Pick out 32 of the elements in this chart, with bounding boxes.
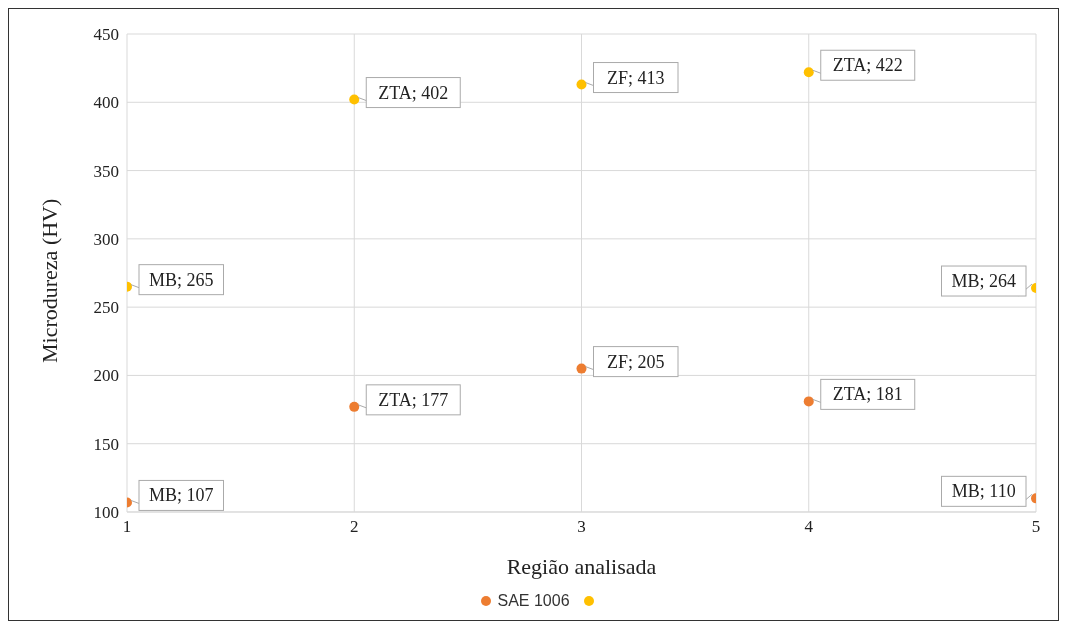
point [576,363,587,374]
y-axis-title: Microdureza (HV) [36,198,62,363]
data-label: ZF; 205 [606,351,665,372]
x-axis-title: Região analisada [506,554,657,579]
y-tick-label: 100 [93,503,119,523]
point [349,401,360,412]
point [576,79,587,90]
x-tick-label: 1 [122,517,132,537]
data-label: ZTA; 422 [832,55,903,76]
point [803,396,814,407]
legend-label: SAE 1006 [497,592,570,610]
y-tick-label: 300 [93,229,119,249]
y-tick-label: 250 [93,298,119,318]
data-label: ZTA; 177 [378,389,449,410]
data-label: MB; 264 [951,271,1017,292]
point [349,94,360,105]
data-label: ZTA; 402 [378,82,449,103]
data-label: MB; 107 [148,485,214,506]
x-tick-label: 2 [350,517,359,537]
y-tick-label: 150 [93,434,119,454]
data-label: MB; 265 [148,269,214,290]
data-label: ZF; 413 [606,67,665,88]
point [803,67,814,78]
x-tick-label: 5 [1031,517,1041,537]
data-label: ZTA; 181 [832,384,903,405]
x-tick-label: 4 [804,517,814,537]
y-tick-label: 350 [93,161,119,181]
x-tick-label: 3 [577,517,586,537]
data-label: MB; 110 [951,481,1016,502]
y-tick-label: 450 [93,25,119,45]
y-tick-label: 200 [93,366,119,386]
y-tick-label: 400 [93,93,119,113]
